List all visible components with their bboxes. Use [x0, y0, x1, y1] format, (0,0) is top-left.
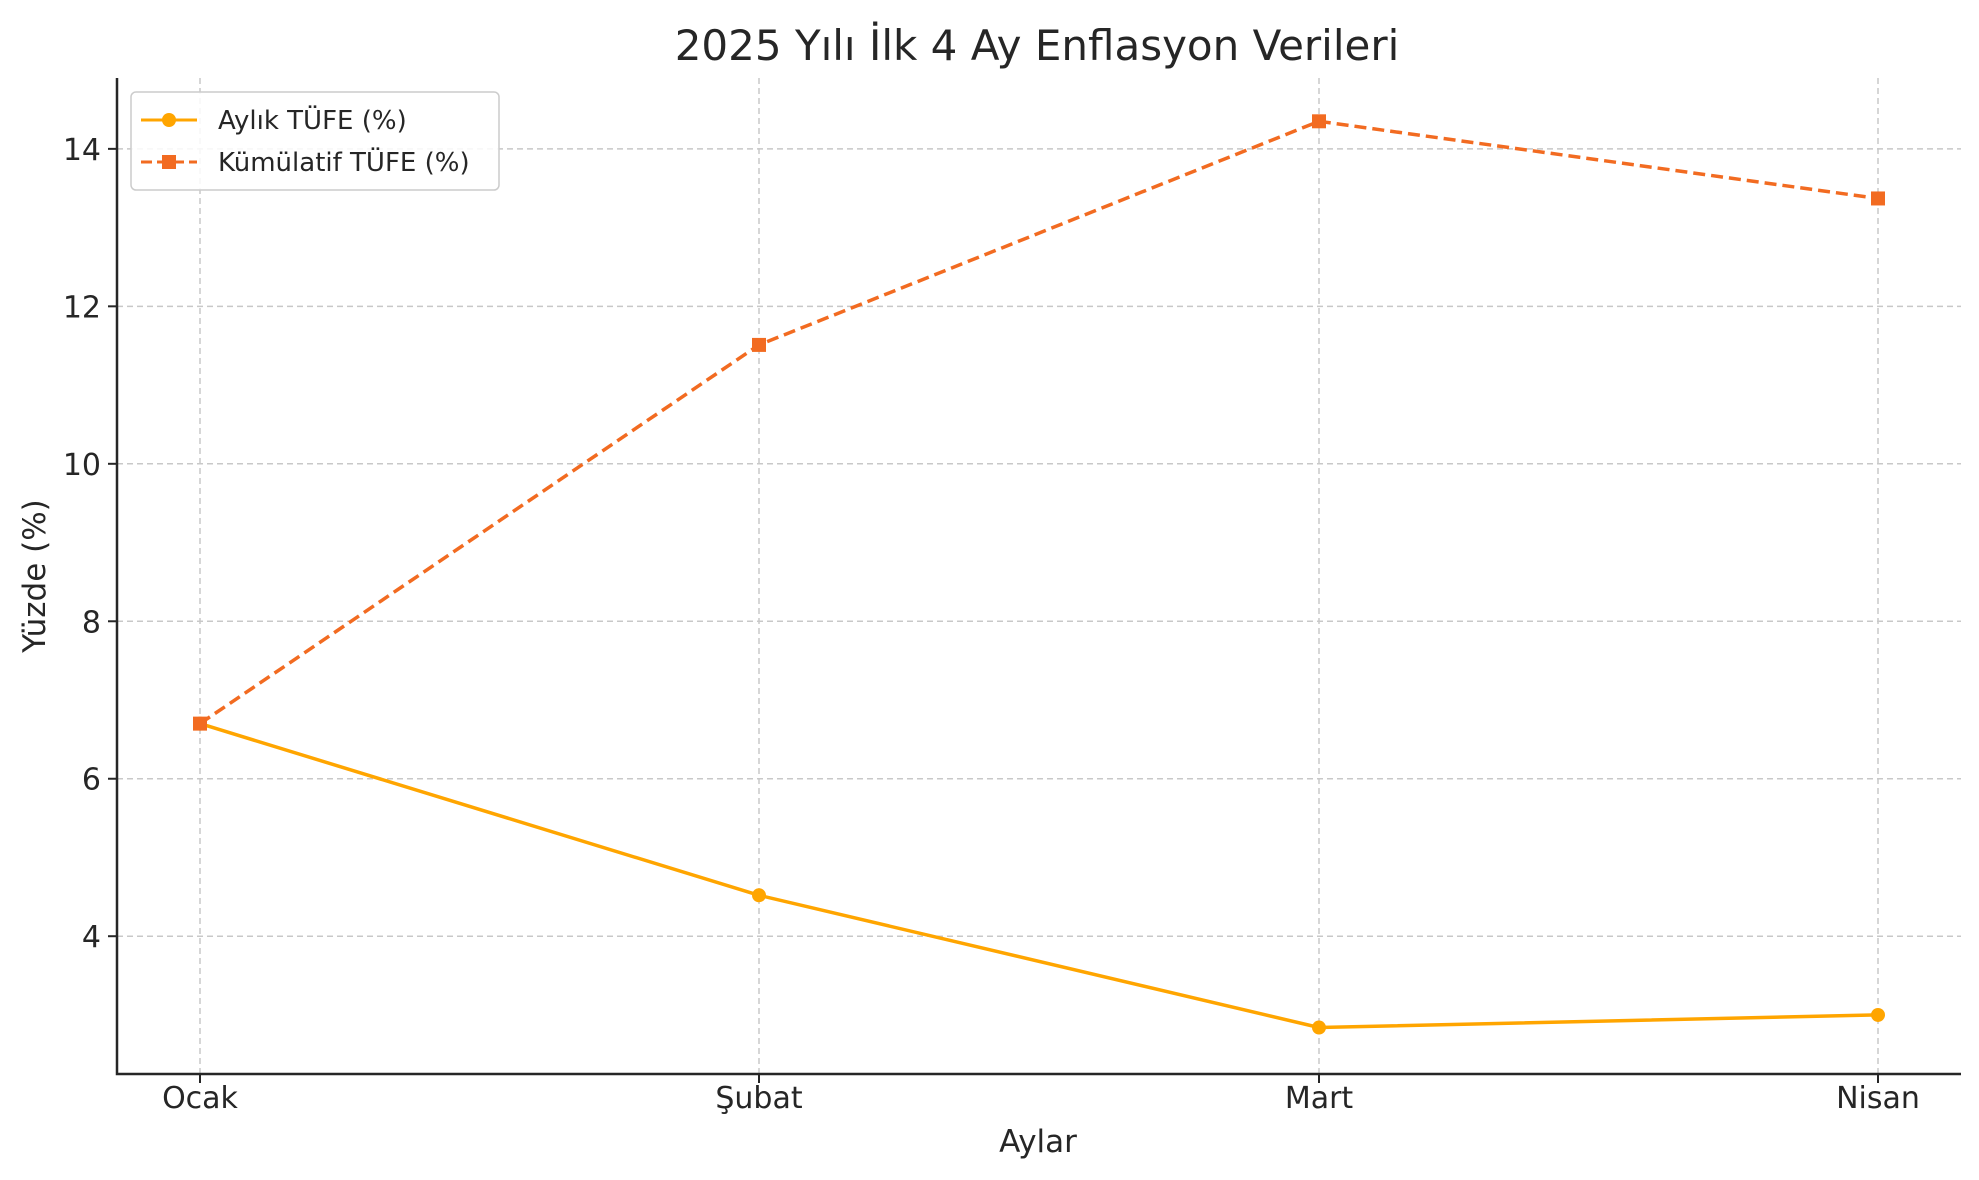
legend-marker-kumulatif — [162, 155, 176, 169]
data-point — [752, 337, 766, 352]
data-point — [1871, 191, 1885, 206]
legend: Aylık TÜFE (%) Kümülatif TÜFE (%) — [130, 91, 500, 191]
legend-box — [130, 91, 500, 191]
grid — [117, 78, 1961, 1074]
data-point — [1312, 1020, 1326, 1035]
x-tick-label: Şubat — [715, 1081, 802, 1116]
x-tick-label: Ocak — [162, 1081, 238, 1116]
x-axis-label: Aylar — [999, 1124, 1077, 1160]
y-tick-label: 10 — [63, 448, 101, 483]
legend-label-kumulatif: Kümülatif TÜFE (%) — [218, 146, 470, 178]
data-point — [193, 716, 207, 731]
data-point — [752, 888, 766, 903]
y-tick-label: 8 — [82, 605, 101, 640]
legend-marker-aylik — [162, 113, 176, 127]
y-tick-label: 12 — [63, 290, 101, 325]
plot-area — [193, 114, 1885, 1035]
data-point — [1871, 1007, 1885, 1022]
y-tick-label: 14 — [63, 133, 101, 168]
legend-label-aylik: Aylık TÜFE (%) — [218, 104, 407, 136]
series-line-aylik — [199, 721, 1879, 1030]
axes-spines — [115, 78, 1961, 1076]
x-tick-label: Nisan — [1836, 1081, 1920, 1116]
series-line-kumulatif — [199, 119, 1879, 726]
y-tick-label: 4 — [82, 920, 101, 955]
y-tick-label: 6 — [82, 763, 101, 798]
chart-title: 2025 Yılı İlk 4 Ay Enflasyon Verileri — [675, 20, 1400, 70]
axis-ticks: 4 6 8 10 12 14 Ocak Şubat Mart Nisan — [63, 133, 1920, 1116]
data-point — [1312, 114, 1326, 129]
y-axis-label: Yüzde (%) — [17, 499, 53, 654]
x-tick-label: Mart — [1285, 1081, 1354, 1116]
